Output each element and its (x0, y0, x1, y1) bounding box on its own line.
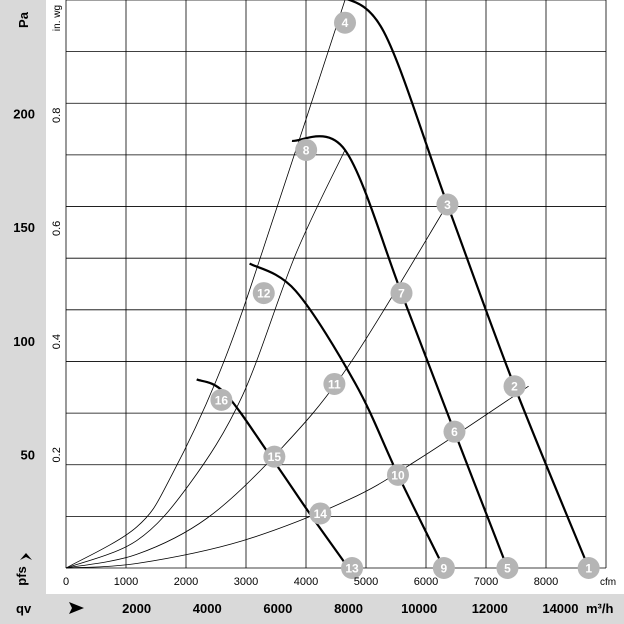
operating-point-marker (432, 557, 455, 579)
operating-point-marker (443, 420, 466, 443)
x-tick-label: 4000 (193, 601, 222, 616)
x2-tick-label: 5000 (354, 576, 378, 588)
operating-point-marker (295, 138, 318, 161)
operating-point-marker (323, 372, 346, 395)
x2-tick-label: 1000 (114, 576, 138, 588)
x-unit-label: m³/h (586, 601, 614, 616)
x2-tick-label: 6000 (414, 576, 438, 588)
operating-point-marker (309, 502, 332, 525)
y-tick-label: 150 (13, 220, 35, 235)
operating-point-label: 13 (345, 562, 359, 576)
operating-point-9: 9 (432, 557, 455, 579)
x-tick-label: 10000 (401, 601, 437, 616)
x2-tick-label: 8000 (534, 576, 558, 588)
operating-point-16: 16 (210, 388, 233, 411)
x2-tick-label: 2000 (174, 576, 198, 588)
qv-symbol-label: qv (16, 601, 32, 616)
x2-unit-label: cfm (600, 577, 616, 588)
operating-point-marker (577, 557, 600, 579)
grid (65, 0, 607, 569)
x2-tick-label: 4000 (294, 576, 318, 588)
operating-point-label: 10 (391, 468, 405, 482)
operating-point-label: 12 (257, 287, 271, 301)
x-tick-label: 2000 (122, 601, 151, 616)
operating-point-13: 13 (341, 557, 364, 579)
x2-tick-label: 3000 (234, 576, 258, 588)
system-curve (65, 0, 346, 569)
operating-point-6: 6 (443, 420, 466, 443)
operating-point-14: 14 (309, 502, 332, 525)
operating-point-label: 2 (511, 380, 518, 394)
fan-curve (345, 0, 590, 569)
fan-curve (249, 262, 445, 569)
x-tick-label: 6000 (263, 601, 292, 616)
y2-unit-label: in. wg (52, 5, 63, 31)
operating-point-label: 11 (328, 377, 341, 391)
operating-point-7: 7 (390, 282, 413, 305)
operating-point-label: 3 (444, 198, 451, 212)
operating-point-marker (496, 557, 519, 579)
operating-point-label: 4 (342, 16, 349, 30)
operating-point-marker (263, 445, 286, 468)
qv-arrow-icon (69, 602, 84, 614)
system-curves (65, 0, 529, 569)
operating-point-label: 15 (268, 450, 282, 464)
operating-point-label: 16 (215, 393, 229, 407)
operating-point-marker (503, 375, 526, 398)
operating-point-marker (333, 11, 356, 34)
x2-tick-label: 7000 (474, 576, 498, 588)
fan-curves (196, 0, 590, 569)
operating-point-label: 8 (303, 143, 310, 157)
y-tick-label: 50 (21, 447, 35, 462)
operating-point-label: 5 (504, 562, 511, 576)
pfs-arrow-icon (20, 553, 32, 560)
x2-tick-label: 0 (63, 576, 69, 588)
fan-curve (291, 135, 509, 569)
x-tick-label: 8000 (334, 601, 363, 616)
operating-point-marker (390, 282, 413, 305)
operating-point-15: 15 (263, 445, 286, 468)
x-tick-label: 12000 (472, 601, 508, 616)
operating-point-10: 10 (386, 463, 409, 486)
system-curve (65, 385, 529, 569)
operating-point-4: 4 (333, 11, 356, 34)
pfs-symbol-label: pfs (14, 566, 29, 586)
y2-tick-label: 0.8 (51, 108, 63, 123)
operating-point-5: 5 (496, 557, 519, 579)
operating-point-1: 1 (577, 557, 600, 579)
operating-point-8: 8 (295, 138, 318, 161)
operating-point-marker (210, 388, 233, 411)
operating-point-11: 11 (323, 372, 346, 395)
operating-point-marker (436, 193, 459, 216)
operating-point-marker (252, 282, 275, 305)
y2-tick-label: 0.4 (51, 334, 63, 349)
y-unit-label: Pa (16, 11, 31, 28)
y2-tick-label: 0.2 (51, 447, 63, 462)
left-axis-panel (0, 0, 46, 624)
operating-point-label: 9 (441, 562, 448, 576)
operating-point-3: 3 (436, 193, 459, 216)
operating-point-label: 1 (585, 562, 592, 576)
operating-point-12: 12 (252, 282, 275, 305)
system-curve (65, 149, 346, 569)
operating-point-label: 7 (398, 287, 405, 301)
y-tick-label: 200 (13, 107, 35, 122)
y2-tick-label: 0.6 (51, 221, 63, 236)
y-tick-label: 100 (13, 334, 35, 349)
operating-point-marker (341, 557, 364, 579)
operating-point-label: 6 (451, 425, 458, 439)
bottom-axis-panel (0, 594, 624, 624)
operating-point-marker (386, 463, 409, 486)
operating-point-label: 14 (314, 507, 328, 521)
x-tick-label: 14000 (542, 601, 578, 616)
operating-point-2: 2 (503, 375, 526, 398)
